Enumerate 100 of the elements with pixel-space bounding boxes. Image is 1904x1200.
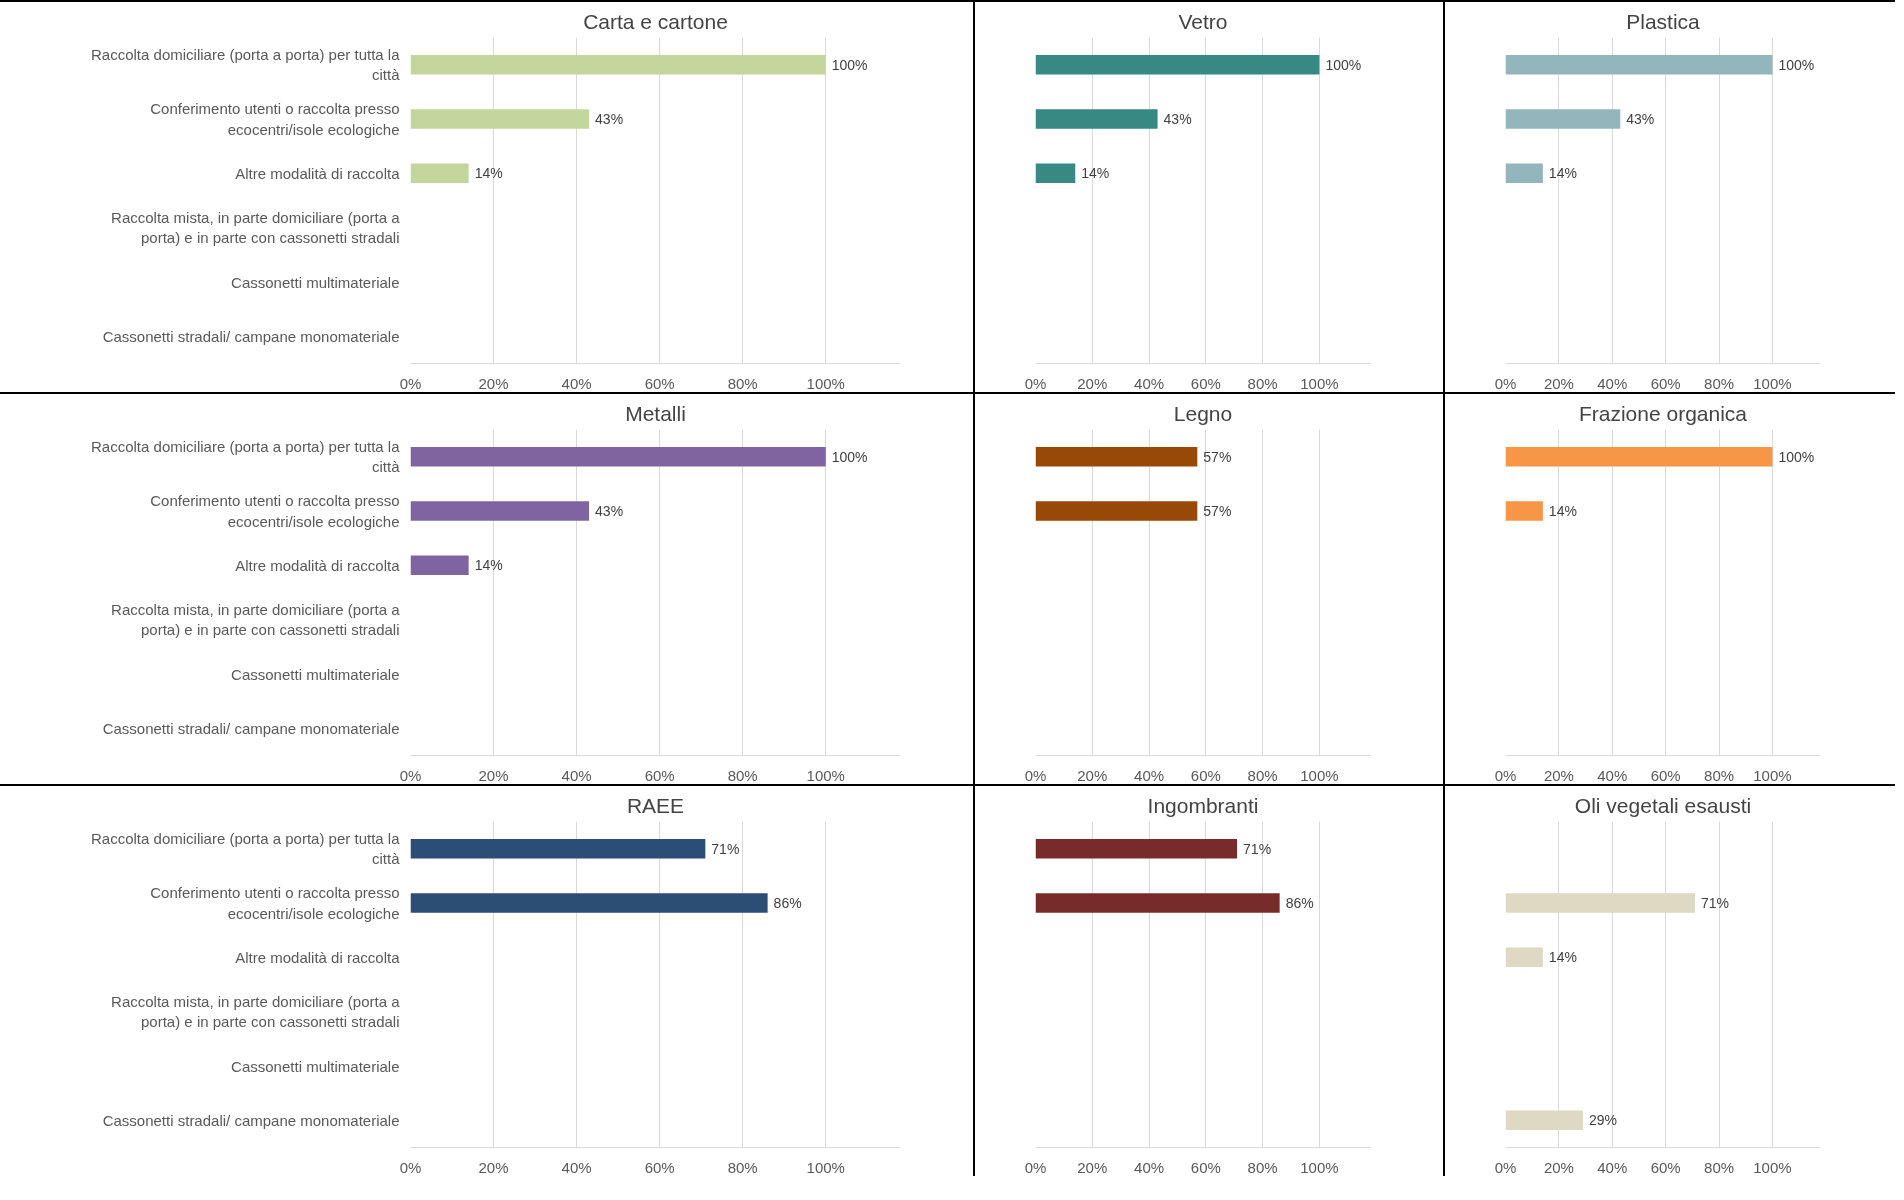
data-label: 43%	[1626, 111, 1655, 127]
x-tick-label: 20%	[478, 374, 509, 392]
x-tick-label: 40%	[561, 766, 592, 784]
x-tick-label: 40%	[1597, 766, 1628, 784]
chart-title: Carta e cartone	[583, 9, 728, 33]
x-tick-label: 100%	[806, 1158, 845, 1176]
chart-title: Legno	[1173, 401, 1233, 425]
data-label: 100%	[831, 56, 868, 73]
x-tick-label: 60%	[1650, 374, 1681, 392]
chart-title: Metalli	[625, 401, 686, 425]
x-tick-label: 20%	[1077, 766, 1108, 784]
x-tick-label: 80%	[1247, 1158, 1278, 1176]
data-label: 43%	[1163, 111, 1192, 127]
data-label: 43%	[595, 111, 624, 127]
chart-title: Ingombranti	[1147, 793, 1259, 817]
x-tick-label: 80%	[1704, 374, 1735, 392]
x-tick-label: 20%	[1543, 374, 1574, 392]
data-label: 100%	[1325, 56, 1362, 73]
x-tick-label: 20%	[1543, 1158, 1574, 1176]
y-tick-label: Raccolta domiciliare (porta a porta) per tutta la città	[91, 45, 401, 84]
y-tick-label: Cassonetti stradali/ campane monomateriale	[102, 719, 400, 737]
x-tick-label: 60%	[644, 766, 675, 784]
data-label: 71%	[711, 840, 740, 857]
x-tick-label: 60%	[1650, 1158, 1681, 1176]
x-tick-label: 60%	[1190, 1158, 1221, 1176]
data-label: 57%	[1203, 448, 1232, 465]
x-tick-label: 40%	[561, 374, 592, 392]
x-tick-label: 80%	[1247, 374, 1278, 392]
x-tick-label: 80%	[1247, 766, 1278, 784]
data-label: 14%	[1081, 165, 1110, 182]
y-tick-label: Altre modalità di raccolta	[235, 164, 401, 182]
x-tick-label: 0%	[1024, 374, 1047, 392]
x-tick-label: 40%	[1597, 1158, 1628, 1176]
data-label: 71%	[1701, 895, 1730, 911]
x-tick-label: 60%	[644, 374, 675, 392]
y-tick-label: Altre modalità di raccolta	[235, 556, 401, 574]
data-label: 14%	[1548, 165, 1577, 182]
chart-title: Frazione organica	[1578, 401, 1748, 425]
x-tick-label: 0%	[399, 1158, 422, 1176]
x-tick-label: 80%	[727, 766, 758, 784]
x-tick-label: 100%	[1753, 766, 1792, 784]
x-tick-label: 40%	[1134, 766, 1165, 784]
x-tick-label: 0%	[399, 374, 422, 392]
y-tick-label: Cassonetti stradali/ campane monomateriale	[102, 327, 400, 345]
x-tick-label: 100%	[1753, 1158, 1792, 1176]
x-tick-label: 0%	[1024, 1158, 1047, 1176]
y-tick-label: Raccolta domiciliare (porta a porta) per tutta la città	[91, 437, 401, 476]
y-tick-label: Cassonetti multimateriale	[231, 273, 400, 291]
x-tick-label: 60%	[1650, 766, 1681, 784]
x-tick-label: 100%	[806, 374, 845, 392]
data-label: 86%	[773, 895, 802, 911]
x-tick-label: 20%	[1077, 1158, 1108, 1176]
y-tick-label: Cassonetti multimateriale	[231, 665, 400, 683]
data-label: 43%	[595, 503, 624, 519]
y-tick-label: Cassonetti multimateriale	[231, 1057, 400, 1075]
data-label: 100%	[1778, 56, 1815, 73]
y-tick-label: Raccolta mista, in parte domiciliare (porta a porta) e in parte con cassonetti stradali	[111, 208, 401, 247]
x-tick-label: 100%	[806, 766, 845, 784]
chart-title: Plastica	[1626, 9, 1701, 33]
y-tick-label: Conferimento utenti o raccolta presso ecocentri/isole ecologiche	[150, 100, 400, 138]
data-label: 86%	[1285, 895, 1314, 911]
data-label: 71%	[1243, 840, 1272, 857]
x-tick-label: 80%	[727, 374, 758, 392]
x-tick-label: 0%	[1494, 1158, 1517, 1176]
x-tick-label: 0%	[1024, 766, 1047, 784]
data-label: 100%	[1778, 448, 1815, 465]
x-tick-label: 0%	[1494, 374, 1517, 392]
x-tick-label: 20%	[478, 1158, 509, 1176]
x-tick-label: 80%	[727, 1158, 758, 1176]
chart-title: Oli vegetali esausti	[1574, 793, 1752, 817]
x-tick-label: 0%	[399, 766, 422, 784]
x-tick-label: 60%	[1190, 766, 1221, 784]
data-label: 100%	[831, 448, 868, 465]
x-tick-label: 100%	[1300, 1158, 1339, 1176]
y-tick-label: Raccolta mista, in parte domiciliare (porta a porta) e in parte con cassonetti stradali	[111, 992, 401, 1031]
x-tick-label: 100%	[1753, 374, 1792, 392]
y-tick-label: Cassonetti stradali/ campane monomateriale	[102, 1111, 400, 1129]
x-tick-label: 40%	[1597, 374, 1628, 392]
x-tick-label: 80%	[1704, 1158, 1735, 1176]
x-tick-label: 40%	[1134, 374, 1165, 392]
x-tick-label: 20%	[1077, 374, 1108, 392]
data-label: 14%	[474, 165, 503, 182]
chart-title: RAEE	[626, 793, 685, 817]
y-tick-label: Altre modalità di raccolta	[235, 948, 401, 966]
data-label: 57%	[1203, 503, 1232, 519]
chart-title: Vetro	[1178, 9, 1228, 33]
x-tick-label: 0%	[1494, 766, 1517, 784]
x-tick-label: 100%	[1300, 766, 1339, 784]
y-tick-label: Raccolta domiciliare (porta a porta) per tutta la città	[91, 829, 401, 868]
data-label: 14%	[1548, 949, 1577, 966]
x-tick-label: 80%	[1704, 766, 1735, 784]
y-tick-label: Conferimento utenti o raccolta presso ecocentri/isole ecologiche	[150, 492, 400, 530]
data-label: 14%	[474, 557, 503, 574]
x-tick-label: 20%	[1543, 766, 1574, 784]
y-tick-label: Conferimento utenti o raccolta presso ecocentri/isole ecologiche	[150, 884, 400, 922]
x-tick-label: 100%	[1300, 374, 1339, 392]
x-tick-label: 40%	[1134, 1158, 1165, 1176]
x-tick-label: 40%	[561, 1158, 592, 1176]
data-label: 29%	[1588, 1112, 1617, 1129]
x-tick-label: 20%	[478, 766, 509, 784]
